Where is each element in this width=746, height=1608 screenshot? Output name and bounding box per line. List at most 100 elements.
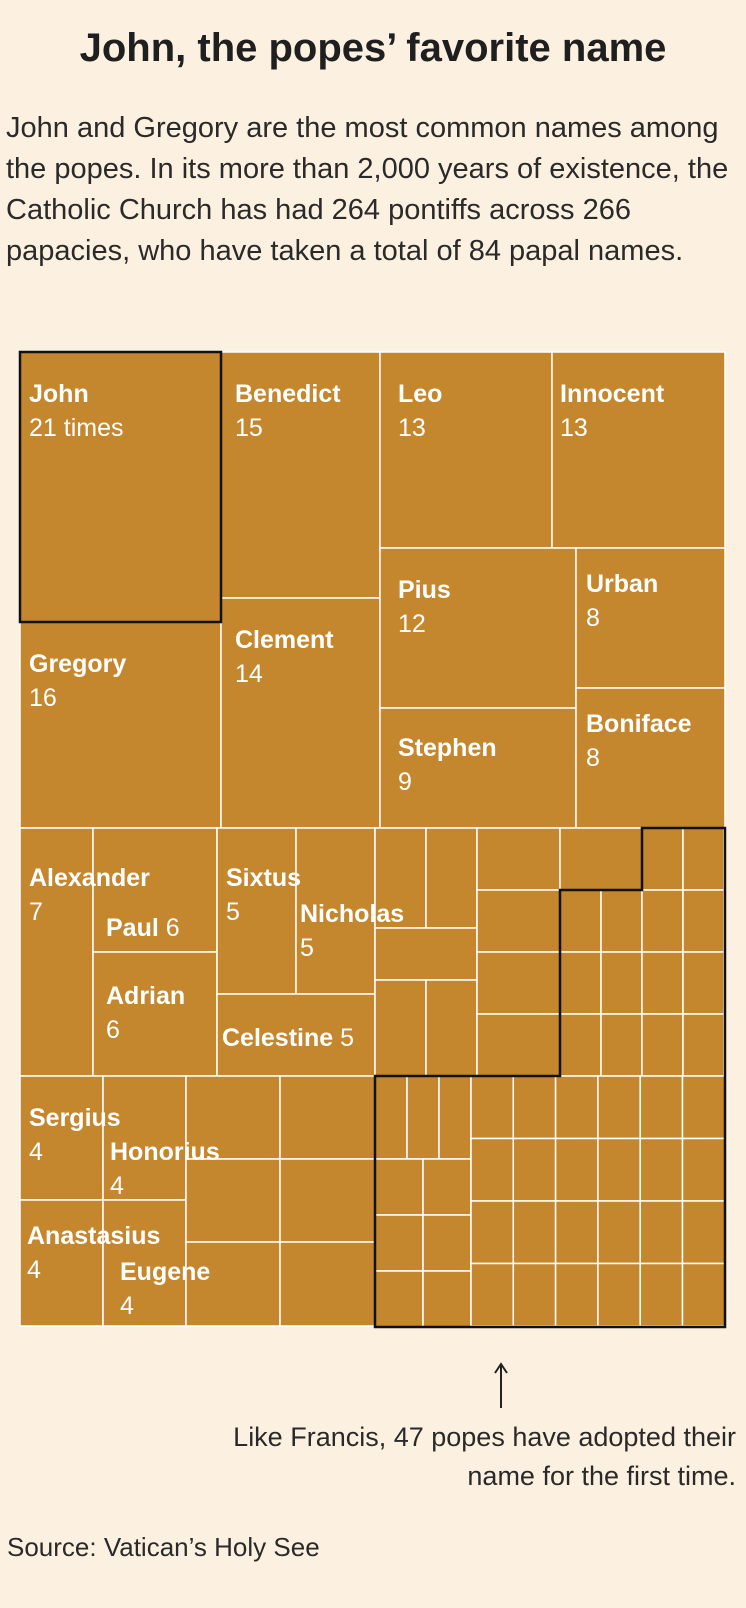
treemap-cell-value-1 (681, 1200, 726, 1265)
treemap-cell-value-1 (682, 1013, 725, 1077)
treemap-cell-clement (220, 597, 381, 829)
treemap-cell-value-2 (185, 1075, 281, 1160)
treemap-cell-value-1 (406, 1075, 440, 1160)
treemap-cell-value-1 (512, 1075, 557, 1140)
treemap-cell-value-1 (374, 1214, 424, 1272)
treemap-value-gregory: 16 (29, 684, 57, 712)
treemap-label-boniface: Boniface (586, 710, 692, 738)
treemap-cell-value-3 (476, 889, 561, 953)
treemap-cell-value-1 (641, 889, 684, 953)
treemap-cell-celestine (216, 993, 376, 1077)
treemap-cell-adrian (92, 951, 218, 1077)
treemap-value-pius: 12 (398, 610, 426, 638)
treemap-cell-value-3 (476, 1013, 561, 1077)
treemap-value-sixtus: 5 (226, 898, 240, 926)
treemap-cell-value-1 (559, 951, 602, 1015)
treemap-value-nicholas: 5 (300, 934, 314, 962)
treemap-cell-value-3 (374, 927, 478, 981)
treemap-cell-value-1 (470, 1200, 515, 1265)
treemap-cell-value-3 (476, 827, 561, 891)
treemap-cell-leo (379, 351, 553, 549)
treemap-cell-value-3 (425, 979, 478, 1077)
treemap-cell-value-1 (600, 1013, 643, 1077)
chart-subtitle: John and Gregory are the most common nam… (6, 112, 729, 267)
treemap-cell-value-1 (600, 951, 643, 1015)
treemap-cell-value-2 (559, 827, 643, 891)
treemap-cell-benedict (220, 351, 381, 599)
treemap-label-name: Celestine (222, 1024, 340, 1052)
treemap-cell-urban (575, 547, 726, 689)
treemap-value-boniface: 8 (586, 744, 600, 772)
treemap-cell-value-1 (597, 1137, 641, 1202)
treemap-cell-value-1 (597, 1075, 641, 1140)
treemap-value-benedict: 15 (235, 414, 263, 442)
treemap-cell-value-1 (639, 1075, 684, 1140)
treemap-label-innocent: Innocent (560, 380, 665, 408)
treemap-label-value: 6 (166, 914, 180, 942)
treemap-cell-value-1 (374, 1158, 424, 1216)
treemap-cell-value-3 (476, 951, 561, 1015)
treemap-cell-value-1 (374, 1075, 408, 1160)
treemap-value-clement: 14 (235, 660, 263, 688)
treemap-cell-value-1 (641, 1013, 684, 1077)
treemap-cell-value-1 (554, 1262, 599, 1327)
treemap-cell-value-1 (422, 1214, 472, 1272)
treemap-cell-value-1 (470, 1137, 515, 1202)
treemap-value-leo: 13 (398, 414, 426, 442)
source-note: Source: Vatican’s Holy See (7, 1532, 320, 1562)
treemap-cell-value-1 (559, 1013, 602, 1077)
treemap-label-nicholas: Nicholas (300, 900, 404, 928)
highlight-single-use-outline (373, 826, 727, 1329)
treemap-value-john: 21 times (29, 414, 123, 442)
treemap-cell-john (19, 351, 222, 623)
treemap-label-sergius: Sergius (29, 1104, 121, 1132)
treemap-cell-stephen (379, 707, 577, 829)
treemap-value-adrian: 6 (106, 1016, 120, 1044)
treemap-cell-value-2 (279, 1158, 376, 1243)
treemap-cell-value-1 (554, 1075, 599, 1140)
treemap-cell-value-1 (470, 1262, 515, 1327)
treemap-label-clement: Clement (235, 626, 334, 654)
treemap-label-gregory: Gregory (29, 650, 126, 678)
treemap-label-benedict: Benedict (235, 380, 341, 408)
treemap-label-name: Paul (106, 914, 166, 942)
treemap-value-anastasius: 4 (27, 1256, 41, 1284)
treemap-label-sixtus: Sixtus (226, 864, 301, 892)
treemap-cell-value-2 (185, 1158, 281, 1243)
treemap-cell-value-1 (681, 1137, 726, 1202)
treemap-cell-value-1 (512, 1137, 557, 1202)
treemap-cell-value-1 (639, 1262, 684, 1327)
treemap-value-alexander: 7 (29, 898, 43, 926)
treemap-cell-value-1 (422, 1158, 472, 1216)
treemap-cell-anastasius (19, 1199, 104, 1327)
treemap-label-celestine: Celestine 5 (222, 1024, 354, 1052)
treemap-cell-sixtus (216, 827, 297, 995)
treemap-cell-honorius (102, 1075, 187, 1201)
treemap-cell-value-1 (682, 889, 725, 953)
treemap-cell-value-1 (554, 1200, 599, 1265)
treemap-cell-value-1 (512, 1200, 557, 1265)
treemap-cell-value-1 (641, 827, 684, 891)
treemap-cell-value-1 (600, 889, 643, 953)
treemap-cell-value-1 (682, 827, 725, 891)
treemap-value-honorius: 4 (110, 1172, 124, 1200)
treemap-label-anastasius: Anastasius (27, 1222, 160, 1250)
treemap-cell-nicholas (295, 827, 376, 995)
treemap-cell-value-3 (374, 827, 427, 929)
treemap-cell-value-1 (681, 1075, 726, 1140)
treemap-cell-value-1 (597, 1200, 641, 1265)
treemap-cell-value-3 (374, 979, 427, 1077)
treemap-cell-value-1 (639, 1200, 684, 1265)
treemap-cell-value-1 (559, 889, 602, 953)
treemap-cell-pius (379, 547, 577, 709)
treemap-label-eugene: Eugene (120, 1258, 210, 1286)
treemap-label-value: 5 (340, 1024, 354, 1052)
annotation-note: Like Francis, 47 popes have adopted thei… (233, 1422, 736, 1491)
treemap-cell-value-3 (425, 827, 478, 929)
treemap-cell-innocent (551, 351, 726, 549)
treemap-label-pius: Pius (398, 576, 451, 604)
treemap-cell-value-1 (597, 1262, 641, 1327)
treemap-cell-value-1 (641, 951, 684, 1015)
treemap-value-stephen: 9 (398, 768, 412, 796)
treemap-cell-boniface (575, 687, 726, 829)
